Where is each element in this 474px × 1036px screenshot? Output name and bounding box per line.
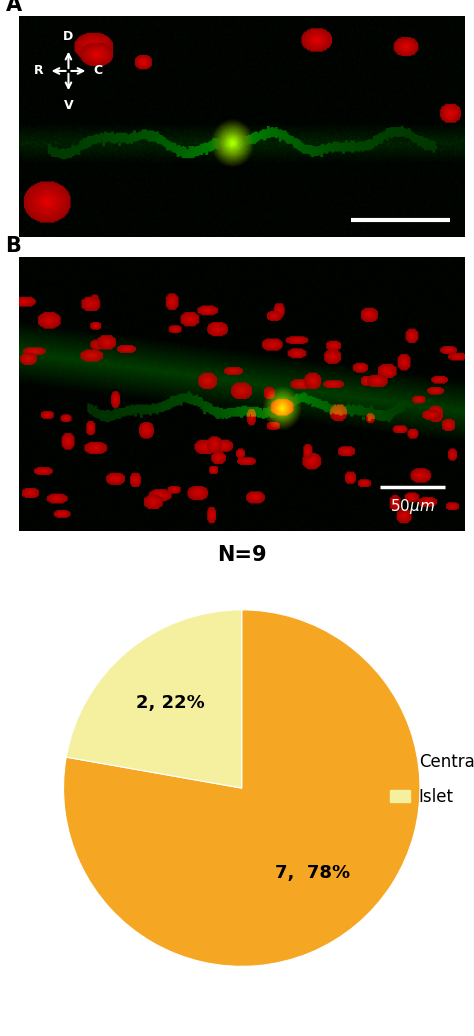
- Wedge shape: [66, 610, 242, 788]
- Text: C: C: [93, 64, 102, 78]
- Text: $\mathbf{\mathit{50\mu m}}$: $\mathbf{\mathit{50\mu m}}$: [390, 497, 435, 517]
- Text: 2, 22%: 2, 22%: [137, 694, 205, 713]
- Wedge shape: [64, 610, 420, 967]
- Text: V: V: [64, 98, 73, 112]
- Text: R: R: [34, 64, 44, 78]
- Text: D: D: [64, 30, 73, 44]
- Text: B: B: [6, 236, 21, 257]
- Text: A: A: [6, 0, 22, 16]
- Text: 7,  78%: 7, 78%: [275, 864, 350, 882]
- Title: N=9: N=9: [217, 545, 266, 566]
- Legend: Central, Islet: Central, Islet: [384, 746, 474, 812]
